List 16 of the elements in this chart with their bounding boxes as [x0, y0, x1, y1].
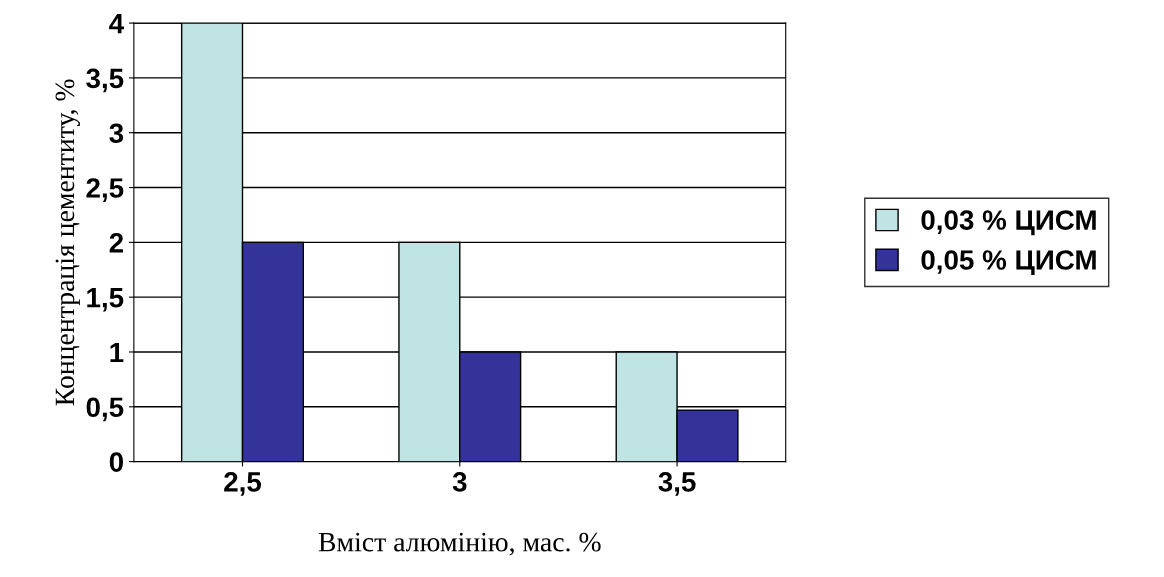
- legend-label: 0,03 % ЦИСМ: [921, 210, 1096, 236]
- y-tick-label: 3,5: [86, 68, 124, 93]
- y-tick-label: 2,5: [86, 178, 124, 202]
- y-tick-label: 0: [109, 452, 123, 472]
- y-tick-label: 2: [109, 233, 124, 253]
- x-tick-label: 2,5: [224, 472, 262, 496]
- legend-label: 0,05 % ЦИСМ: [921, 250, 1096, 276]
- y-tick-label: 3: [109, 123, 124, 144]
- y-tick-label: 4: [109, 14, 124, 34]
- x-axis-title: Вміст алюмінію, мас. %: [318, 532, 601, 556]
- x-tick-label: 3: [452, 472, 467, 492]
- x-tick-label: 3,5: [658, 472, 696, 496]
- y-axis-title: Концентрація цементиту, %: [55, 79, 80, 406]
- y-tick-label: 0,5: [86, 397, 124, 422]
- y-tick-label: 1: [110, 342, 124, 363]
- y-tick-label: 1,5: [87, 288, 124, 312]
